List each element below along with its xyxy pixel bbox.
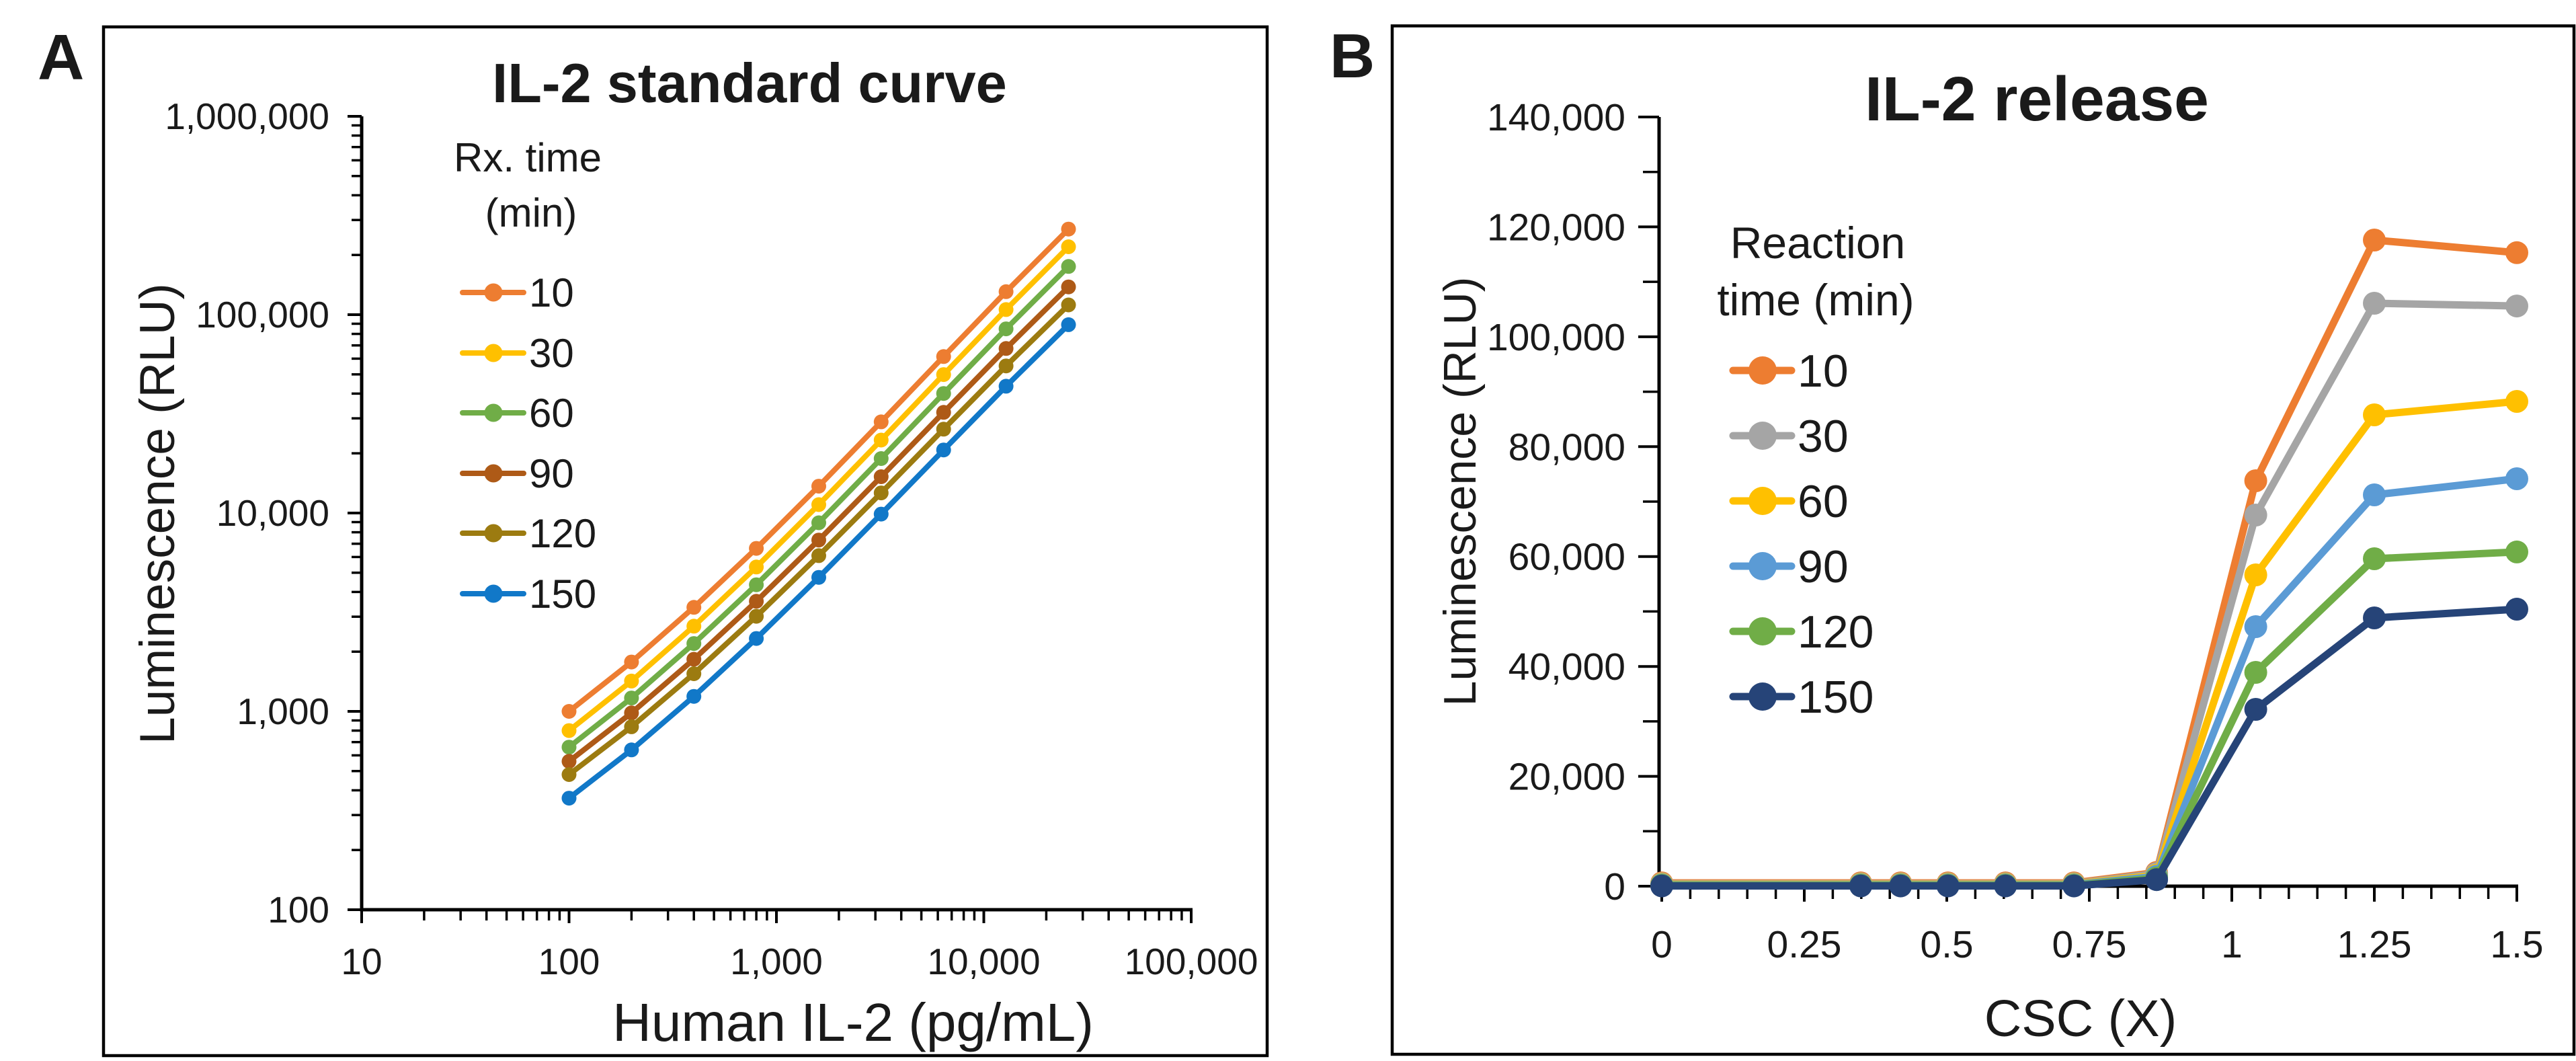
- svg-text:90: 90: [529, 451, 574, 496]
- svg-text:100: 100: [268, 889, 329, 931]
- svg-text:A: A: [38, 22, 84, 93]
- svg-text:time (min): time (min): [1717, 275, 1914, 325]
- svg-text:IL-2 standard curve: IL-2 standard curve: [492, 52, 1007, 114]
- svg-text:30: 30: [1798, 411, 1849, 462]
- svg-text:10: 10: [341, 941, 382, 982]
- svg-text:90: 90: [1798, 541, 1849, 592]
- svg-text:1,000,000: 1,000,000: [165, 95, 329, 137]
- svg-text:1,000: 1,000: [730, 941, 823, 982]
- svg-text:100,000: 100,000: [196, 294, 329, 336]
- svg-text:Luminescence (RLU): Luminescence (RLU): [130, 283, 185, 744]
- svg-text:100,000: 100,000: [1125, 941, 1258, 982]
- svg-text:0.5: 0.5: [1920, 923, 1973, 966]
- svg-text:0.25: 0.25: [1767, 923, 1842, 966]
- svg-text:0.75: 0.75: [2052, 923, 2127, 966]
- svg-text:IL-2 release: IL-2 release: [1865, 64, 2209, 134]
- svg-text:80,000: 80,000: [1508, 426, 1625, 469]
- svg-text:120,000: 120,000: [1487, 206, 1625, 249]
- svg-text:10,000: 10,000: [216, 492, 329, 534]
- svg-text:100: 100: [538, 941, 600, 982]
- svg-text:B: B: [1330, 21, 1375, 91]
- svg-text:CSC (X): CSC (X): [1984, 990, 2177, 1048]
- svg-text:Luminescence (RLU): Luminescence (RLU): [1435, 277, 1486, 707]
- svg-text:0: 0: [1651, 923, 1673, 966]
- svg-text:150: 150: [529, 572, 596, 617]
- svg-text:20,000: 20,000: [1508, 756, 1625, 799]
- svg-text:Reaction: Reaction: [1730, 218, 1906, 268]
- svg-text:150: 150: [1798, 672, 1874, 723]
- svg-text:40,000: 40,000: [1508, 645, 1625, 689]
- svg-text:10,000: 10,000: [927, 941, 1040, 982]
- svg-text:1: 1: [2221, 923, 2243, 966]
- svg-text:10: 10: [529, 270, 574, 315]
- svg-text:1,000: 1,000: [237, 691, 329, 732]
- svg-text:Human IL-2 (pg/mL): Human IL-2 (pg/mL): [612, 992, 1094, 1052]
- svg-text:140,000: 140,000: [1487, 96, 1625, 139]
- svg-text:(min): (min): [485, 190, 577, 235]
- svg-text:0: 0: [1604, 865, 1625, 908]
- svg-text:60,000: 60,000: [1508, 536, 1625, 579]
- svg-text:120: 120: [529, 511, 596, 556]
- svg-text:60: 60: [529, 391, 574, 436]
- svg-text:Rx. time: Rx. time: [454, 135, 602, 180]
- svg-text:10: 10: [1798, 346, 1849, 397]
- svg-text:30: 30: [529, 331, 574, 376]
- svg-text:100,000: 100,000: [1487, 316, 1625, 359]
- svg-text:1.25: 1.25: [2337, 923, 2412, 966]
- svg-text:60: 60: [1798, 476, 1849, 527]
- svg-text:120: 120: [1798, 606, 1874, 658]
- svg-text:1.5: 1.5: [2490, 923, 2543, 966]
